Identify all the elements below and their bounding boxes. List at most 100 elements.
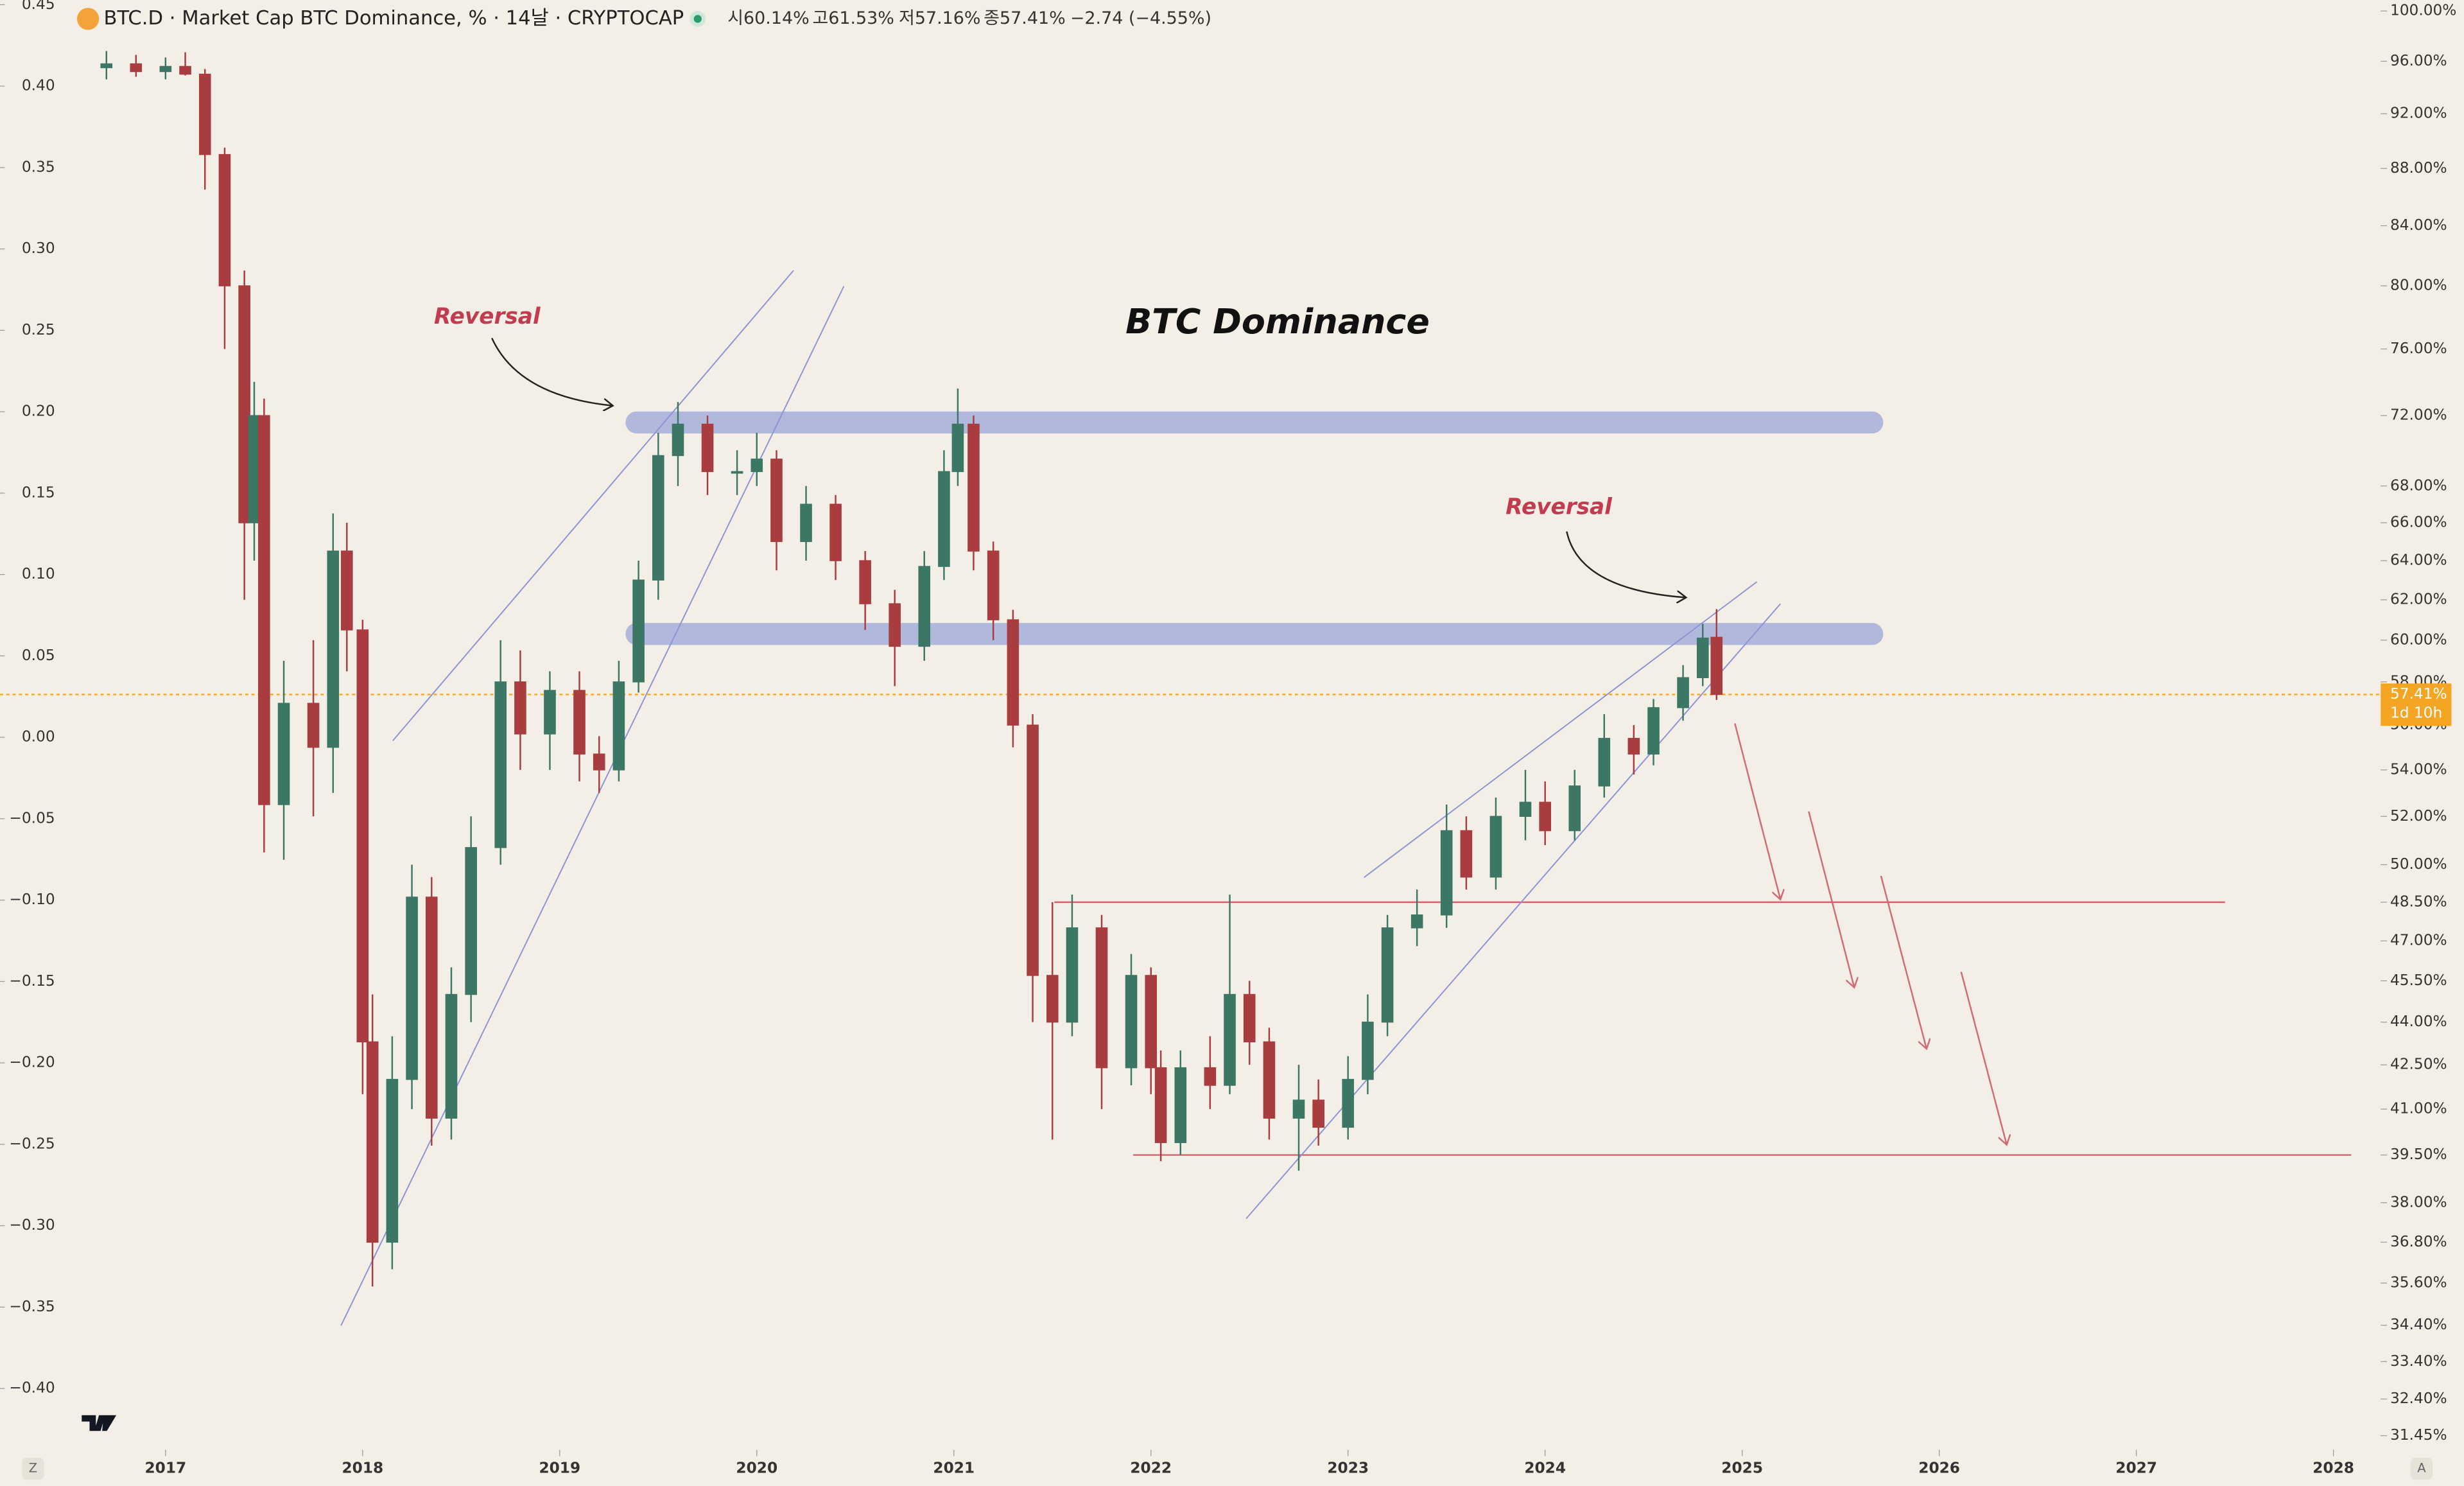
candle-body: [652, 455, 664, 581]
arrow: [1734, 723, 1780, 899]
candle-body: [701, 423, 714, 473]
x-tick-label: 2025: [1721, 1460, 1763, 1477]
candle-body: [218, 153, 231, 286]
candle-body: [1263, 1041, 1276, 1119]
candle-body: [1342, 1079, 1355, 1128]
candle-body: [1027, 724, 1039, 976]
candle-body: [1710, 636, 1723, 695]
candle-body: [967, 423, 980, 552]
y-tick-label: 50.00%: [2390, 855, 2447, 873]
y-tick-label: 47.00%: [2390, 932, 2447, 949]
arrow: [491, 337, 612, 405]
candle-body: [1007, 619, 1019, 726]
y2-tick-label: 0.30: [22, 240, 55, 257]
candle-body: [238, 285, 250, 523]
candle-body: [770, 459, 783, 543]
y-tick-label: 42.50%: [2390, 1056, 2447, 1073]
y2-tick-label: −0.05: [9, 809, 55, 826]
candle-body: [248, 415, 261, 523]
y2-tick-label: −0.25: [9, 1135, 55, 1152]
y2-tick-label: −0.10: [9, 891, 55, 908]
candle-body: [889, 603, 901, 647]
x-tick-label: 2021: [933, 1460, 975, 1477]
candle-body: [731, 471, 743, 474]
y2-tick-label: −0.20: [9, 1054, 55, 1071]
y-tick-label: 36.80%: [2390, 1233, 2447, 1250]
y2-tick-label: 0.00: [22, 728, 55, 746]
candle-body: [1145, 975, 1158, 1069]
candle-body: [1154, 1067, 1167, 1143]
button-label[interactable]: A: [2417, 1461, 2426, 1476]
x-tick-label: 2017: [145, 1460, 187, 1477]
candle-body: [406, 896, 418, 1080]
candle-body: [1224, 993, 1236, 1086]
candle-body: [277, 703, 290, 805]
candle-body: [672, 423, 684, 457]
candle-body: [425, 896, 438, 1119]
candle-body: [258, 415, 270, 805]
arrow: [1960, 971, 2007, 1144]
y2-tick-label: −0.15: [9, 972, 55, 990]
logo: [82, 1415, 117, 1431]
y-tick-label: 100.00%: [2390, 2, 2456, 19]
candle-body: [1598, 738, 1611, 787]
candle-body: [1174, 1067, 1187, 1143]
button[interactable]: [22, 1457, 44, 1480]
y-tick-label: 84.00%: [2390, 216, 2447, 234]
ohlc-value: 시60.14%: [727, 8, 809, 28]
button-label[interactable]: Z: [29, 1461, 37, 1476]
candle-body: [938, 471, 950, 567]
candle-body: [1362, 1021, 1374, 1080]
candle-body: [1647, 707, 1660, 755]
candle-body: [800, 503, 812, 543]
y2-tick-label: 0.15: [22, 484, 55, 501]
candle-body: [130, 63, 143, 73]
x-tick-label: 2024: [1524, 1460, 1566, 1477]
y-tick-label: 33.40%: [2390, 1352, 2447, 1370]
ohlc-value: 저57.16%: [899, 8, 980, 28]
y-tick-label: 45.50%: [2390, 972, 2447, 989]
y-tick-label: 92.00%: [2390, 105, 2447, 122]
candle-body: [750, 459, 763, 473]
candle-body: [1066, 927, 1079, 1023]
button[interactable]: [2410, 1457, 2433, 1480]
candle-body: [514, 681, 526, 735]
candle-body: [179, 66, 191, 75]
countdown: 1d 10h: [2390, 704, 2442, 721]
y-tick-label: 31.45%: [2390, 1426, 2447, 1444]
candle-body: [1292, 1099, 1305, 1119]
ohlc-value: 고61.53%: [812, 8, 894, 28]
y-tick-label: 68.00%: [2390, 476, 2447, 494]
y-tick-label: 60.00%: [2390, 631, 2447, 648]
candle-body: [159, 66, 172, 73]
candle-body: [1125, 975, 1138, 1069]
y-tick-label: 64.00%: [2390, 552, 2447, 569]
arrow: [1566, 531, 1686, 598]
candle-body: [1381, 927, 1394, 1023]
symbol-icon: [76, 8, 100, 30]
candle-body: [593, 753, 605, 771]
candle-body: [1489, 816, 1502, 878]
price-tag-label: 57.41%: [2390, 685, 2447, 703]
candle-body: [100, 63, 113, 69]
x-tick-label: 2018: [342, 1460, 383, 1477]
y-tick-label: 48.50%: [2390, 893, 2447, 910]
y-tick-label: 32.40%: [2390, 1390, 2447, 1407]
candle-body: [987, 550, 1000, 620]
arrow: [1808, 811, 1854, 988]
candle-body: [1627, 738, 1640, 755]
y-tick-label: 35.60%: [2390, 1273, 2447, 1291]
candle-body: [632, 579, 645, 683]
candle-body: [327, 550, 340, 748]
y-tick-label: 62.00%: [2390, 590, 2447, 608]
candle-body: [1095, 927, 1108, 1069]
arrow: [1880, 875, 1927, 1049]
y2-tick-label: 0.05: [22, 647, 55, 664]
y-tick-label: 41.00%: [2390, 1100, 2447, 1117]
candle-body: [829, 503, 842, 561]
candle-body: [445, 993, 458, 1119]
price-tag: [2381, 683, 2452, 726]
ohlc-value: −2.74 (−4.55%): [1070, 8, 1211, 28]
